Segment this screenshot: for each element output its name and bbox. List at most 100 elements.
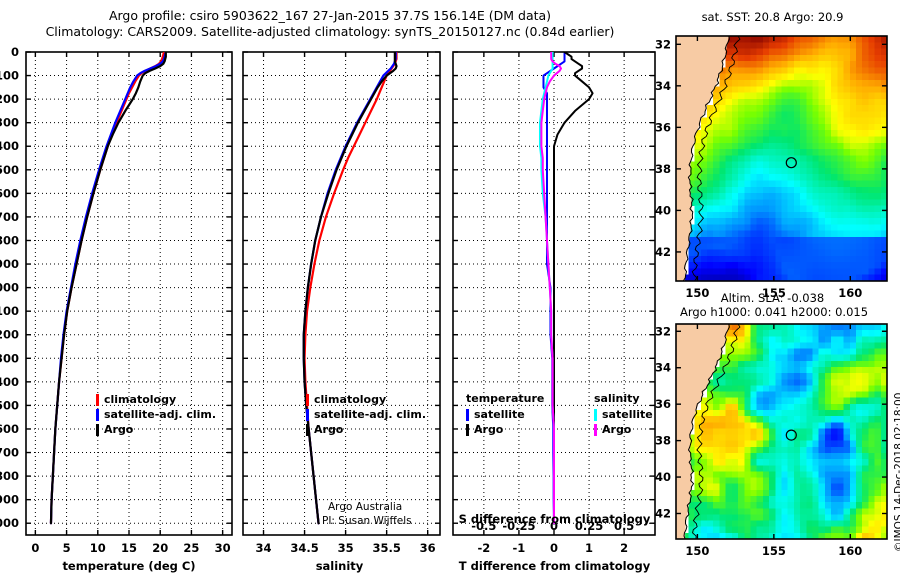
svg-text:155: 155	[762, 286, 786, 300]
legend-label-temperature-argo: Argo	[474, 423, 504, 436]
svg-text:155: 155	[762, 544, 786, 558]
profile-charts: 0100200300400500600700800900100011001200…	[0, 45, 656, 555]
svg-text:400: 400	[0, 139, 19, 153]
sst-map-header: sat. SST: 20.8 Argo: 20.9	[701, 10, 844, 24]
svg-text:0: 0	[31, 541, 39, 555]
svg-text:1200: 1200	[0, 328, 19, 342]
svg-text:-40: -40	[655, 203, 671, 217]
svg-text:2000: 2000	[0, 516, 19, 530]
sla-map-header-line2: Argo h1000: 0.041 h2000: 0.015	[679, 305, 869, 319]
svg-text:0: 0	[11, 45, 19, 59]
legend-salinity: climatology satellite-adj. clim. Argo	[306, 392, 426, 437]
legend-label-climatology: climatology	[104, 393, 177, 406]
svg-text:-40: -40	[655, 470, 671, 484]
legend-label-argo: Argo	[104, 423, 134, 436]
svg-text:-0.5: -0.5	[471, 519, 496, 533]
svg-text:100: 100	[0, 69, 19, 83]
svg-text:0.5: 0.5	[614, 519, 634, 533]
imos-credit: ©IMOS 14-Dec-2018 02:18:00	[893, 392, 900, 552]
svg-text:-34: -34	[655, 79, 671, 93]
svg-text:35.5: 35.5	[372, 541, 400, 555]
svg-text:10: 10	[90, 541, 106, 555]
svg-text:0.25: 0.25	[575, 519, 603, 533]
svg-text:800: 800	[0, 233, 19, 247]
svg-text:-42: -42	[655, 506, 671, 520]
page-title-line1: Argo profile: csiro 5903622_167 27-Jan-2…	[108, 8, 552, 23]
svg-text:1400: 1400	[0, 375, 19, 389]
temperature-axis-label: temperature (deg C)	[62, 559, 196, 573]
svg-text:1600: 1600	[0, 422, 19, 436]
svg-text:1900: 1900	[0, 493, 19, 507]
svg-text:-36: -36	[655, 120, 671, 134]
svg-text:25: 25	[183, 541, 199, 555]
svg-text:-38: -38	[655, 162, 671, 176]
svg-text:0: 0	[550, 541, 558, 555]
svg-text:-36: -36	[655, 397, 671, 411]
legend-label-satellite-adj: satellite-adj. clim.	[314, 408, 427, 421]
legend-difference-salinity: salinity satellite Argo	[594, 392, 653, 437]
svg-text:150: 150	[685, 544, 709, 558]
svg-text:700: 700	[0, 210, 19, 224]
s-difference-axis-label: S difference from climatology	[458, 512, 651, 526]
svg-text:-1: -1	[513, 541, 526, 555]
svg-text:34: 34	[256, 541, 272, 555]
salinity-axis-label: salinity	[315, 559, 364, 573]
svg-text:160: 160	[838, 286, 862, 300]
svg-text:500: 500	[0, 163, 19, 177]
sla-map-header-line1: Altim. SLA: -0.038	[720, 291, 825, 305]
legend-swatch-salinity-argo	[594, 423, 597, 436]
svg-text:-0.25: -0.25	[502, 519, 535, 533]
svg-text:150: 150	[685, 286, 709, 300]
svg-text:34.5: 34.5	[290, 541, 318, 555]
svg-text:200: 200	[0, 92, 19, 106]
legend-swatch-satellite-adj	[96, 408, 99, 421]
sst-map: 150 155 160 -32 -34 -36 -38 -40 -42	[655, 35, 888, 300]
svg-text:-42: -42	[655, 245, 671, 259]
legend-label-argo: Argo	[314, 423, 344, 436]
legend-temperature: climatology satellite-adj. clim. Argo	[96, 392, 216, 437]
svg-text:2: 2	[620, 541, 628, 555]
legend-label-temperature-satellite: satellite	[474, 408, 525, 421]
svg-text:1300: 1300	[0, 351, 19, 365]
svg-text:-34: -34	[655, 361, 671, 375]
svg-text:300: 300	[0, 116, 19, 130]
legend-swatch-argo	[96, 423, 99, 436]
legend-heading-temperature: temperature	[466, 392, 545, 405]
legend-swatch-temperature-argo	[466, 423, 469, 436]
legend-swatch-satellite-adj	[306, 408, 309, 421]
legend-label-salinity-satellite: satellite	[602, 408, 653, 421]
svg-text:1500: 1500	[0, 398, 19, 412]
svg-text:-2: -2	[477, 541, 490, 555]
svg-text:30: 30	[215, 541, 231, 555]
legend-label-satellite-adj: satellite-adj. clim.	[104, 408, 217, 421]
legend-difference-temperature: temperature satellite Argo	[466, 392, 544, 437]
svg-text:-32: -32	[655, 324, 671, 338]
legend-label-salinity-argo: Argo	[602, 423, 632, 436]
attribution-line1: Argo Australia	[328, 501, 403, 513]
svg-text:1700: 1700	[0, 446, 19, 460]
svg-text:0: 0	[550, 519, 558, 533]
svg-text:5: 5	[63, 541, 71, 555]
svg-text:-32: -32	[655, 37, 671, 51]
attribution-line2: PI: Susan Wijffels	[322, 515, 412, 527]
page-title-line2: Climatology: CARS2009. Satellite-adjuste…	[45, 24, 615, 39]
t-difference-axis-label: T difference from climatology	[458, 559, 651, 573]
legend-swatch-climatology	[96, 393, 99, 406]
svg-text:36: 36	[420, 541, 436, 555]
svg-text:1000: 1000	[0, 281, 19, 295]
svg-text:35: 35	[338, 541, 354, 555]
legend-label-climatology: climatology	[314, 393, 387, 406]
sla-map: 150 155 160 -32 -34 -36 -38 -40 -42	[655, 323, 888, 558]
svg-text:900: 900	[0, 257, 19, 271]
legend-heading-salinity: salinity	[594, 392, 640, 405]
legend-swatch-climatology	[306, 393, 309, 406]
svg-text:15: 15	[121, 541, 137, 555]
legend-swatch-temperature-satellite	[466, 408, 469, 421]
legend-swatch-argo	[306, 423, 309, 436]
svg-text:20: 20	[152, 541, 168, 555]
svg-text:-38: -38	[655, 434, 671, 448]
legend-swatch-salinity-satellite	[594, 408, 597, 421]
svg-text:1: 1	[585, 541, 593, 555]
svg-text:600: 600	[0, 186, 19, 200]
svg-text:1100: 1100	[0, 304, 19, 318]
